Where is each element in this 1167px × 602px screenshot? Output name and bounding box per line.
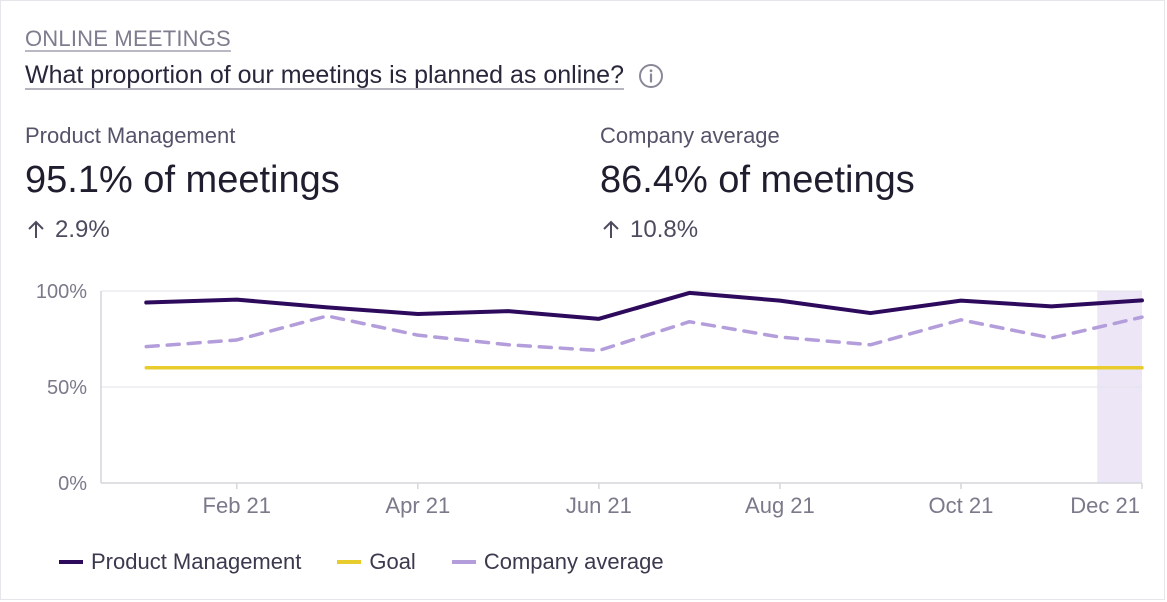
x-tick-label: Dec 21 bbox=[1070, 493, 1140, 518]
y-tick-label: 50% bbox=[47, 377, 87, 399]
metric-label: Company average bbox=[600, 123, 780, 148]
metric-product-management: Product Management 95.1% of meetings 2.9… bbox=[25, 123, 340, 244]
legend-label: Company average bbox=[483, 549, 664, 574]
question-row: What proportion of our meetings is plann… bbox=[25, 61, 664, 90]
y-tick-label: 0% bbox=[58, 473, 87, 495]
x-tick-label: Oct 21 bbox=[929, 493, 994, 518]
legend-swatch bbox=[451, 560, 476, 564]
metric-company-average: Company average 86.4% of meetings 10.8% bbox=[600, 123, 915, 244]
legend-item-product-management[interactable]: Product Management bbox=[59, 549, 301, 575]
metric-value: 86.4% of meetings bbox=[600, 159, 915, 201]
legend-label: Product Management bbox=[91, 549, 302, 574]
legend-label: Goal bbox=[369, 549, 416, 574]
question-title[interactable]: What proportion of our meetings is plann… bbox=[25, 61, 624, 89]
metric-change-value: 2.9% bbox=[55, 216, 110, 243]
arrow-up-icon bbox=[28, 220, 44, 238]
metric-value: 95.1% of meetings bbox=[25, 159, 340, 201]
x-tick-label: Feb 21 bbox=[203, 493, 272, 518]
x-tick-label: Aug 21 bbox=[745, 493, 815, 518]
metric-change: 10.8% bbox=[600, 216, 915, 244]
legend-swatch bbox=[337, 560, 362, 564]
series-line-company-average bbox=[144, 314, 1144, 353]
x-tick-label: Apr 21 bbox=[385, 493, 450, 518]
metric-label: Product Management bbox=[25, 123, 236, 148]
legend-item-goal[interactable]: Goal bbox=[337, 549, 416, 575]
arrow-up-icon bbox=[603, 220, 619, 238]
metric-change-value: 10.8% bbox=[630, 216, 699, 243]
legend-swatch bbox=[59, 560, 83, 564]
line-chart[interactable]: 100% 50% 0% Feb 21 Apr 21 Jun 21 Aug 21 Oct 21 D… bbox=[1, 271, 1161, 531]
x-tick-label: Jun 21 bbox=[566, 493, 632, 518]
y-tick-label: 100% bbox=[36, 281, 87, 303]
section-label[interactable]: ONLINE MEETINGS bbox=[25, 26, 231, 51]
series-line-product-management bbox=[144, 290, 1144, 321]
chart-legend: Product Management Goal Company average bbox=[59, 549, 700, 575]
metric-change: 2.9% bbox=[25, 216, 340, 244]
info-circle-icon[interactable] bbox=[638, 63, 664, 89]
legend-item-company-average[interactable]: Company average bbox=[451, 549, 664, 575]
